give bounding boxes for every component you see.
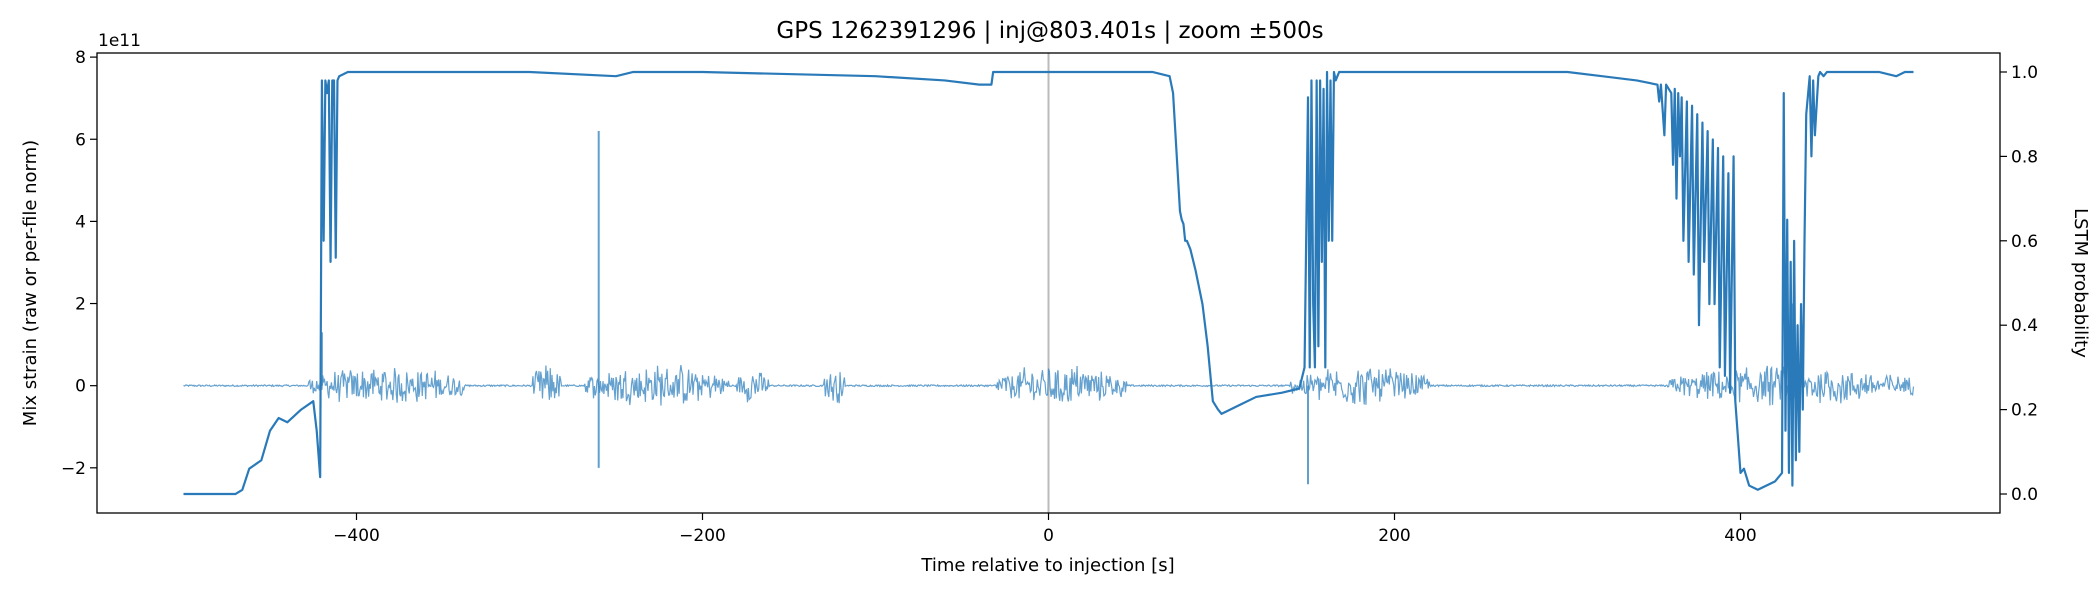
- left-y-tick-label: 2: [75, 295, 86, 315]
- right-y-tick-label: 1.0: [2011, 63, 2038, 83]
- x-tick-label: 400: [1724, 526, 1756, 546]
- right-y-tick-label: 0.6: [2011, 232, 2038, 252]
- x-tick-label: −400: [333, 526, 380, 546]
- left-y-tick-label: 0: [75, 377, 86, 397]
- right-y-tick-label: 0.8: [2011, 147, 2038, 167]
- lstm-probability-line: [183, 70, 1914, 496]
- right-y-tick-label: 0.0: [2011, 485, 2038, 505]
- strain-series-line: [183, 364, 1915, 406]
- left-y-axis-label: Mix strain (raw or per-file norm): [20, 140, 41, 426]
- series-layer: [183, 70, 1915, 496]
- x-tick-label: −200: [679, 526, 726, 546]
- right-y-tick-label: 0.4: [2011, 316, 2038, 336]
- left-y-tick-label: 4: [75, 212, 86, 232]
- x-axis: −400 −200 0 200 400: [333, 513, 1757, 546]
- right-y-axis-label: LSTM probability: [2070, 208, 2091, 358]
- left-y-axis: −2 0 2 4 6 8: [61, 48, 97, 479]
- x-tick-label: 200: [1378, 526, 1410, 546]
- x-tick-label: 0: [1043, 526, 1054, 546]
- left-y-tick-label: 6: [75, 130, 86, 150]
- chart-title: GPS 1262391296 | inj@803.401s | zoom ±50…: [776, 18, 1323, 44]
- right-y-tick-label: 0.2: [2011, 401, 2038, 421]
- x-axis-label: Time relative to injection [s]: [920, 555, 1174, 576]
- left-axis-multiplier: 1e11: [98, 31, 141, 51]
- left-y-tick-label: 8: [75, 48, 86, 68]
- right-y-axis: 0.0 0.2 0.4 0.6 0.8 1.0: [2000, 63, 2038, 505]
- left-y-tick-label: −2: [61, 459, 86, 479]
